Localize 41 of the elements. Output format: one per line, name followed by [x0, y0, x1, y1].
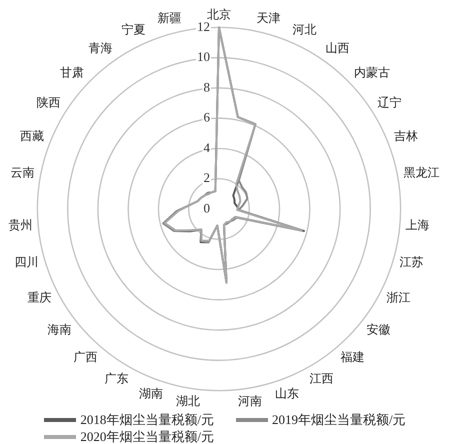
y-tick-label: 4 — [204, 140, 210, 155]
spoke-label: 河北 — [292, 22, 317, 36]
spoke-label: 天津 — [256, 11, 281, 26]
spoke-label: 湖南 — [139, 386, 164, 400]
spoke-label: 新疆 — [157, 11, 182, 26]
spoke-label: 广东 — [104, 372, 128, 386]
spoke-label: 上海 — [405, 218, 430, 232]
spoke-label: 陕西 — [36, 95, 61, 110]
legend-label: 2020年烟尘当量税额/元 — [80, 429, 214, 444]
spoke-label: 重庆 — [27, 290, 52, 305]
spoke-label: 北京 — [207, 7, 231, 22]
spoke-label: 四川 — [14, 255, 38, 270]
y-tick-label: 0 — [204, 200, 210, 216]
spoke-label: 浙江 — [386, 290, 411, 305]
spoke-label: 内蒙古 — [354, 65, 390, 80]
spoke-label: 江西 — [310, 372, 334, 386]
spoke-label: 黑龙江 — [403, 166, 440, 180]
y-tick-label: 8 — [204, 79, 210, 94]
spoke-label: 吉林 — [394, 129, 418, 144]
y-tick-label: 10 — [197, 49, 210, 64]
spoke-label: 山东 — [274, 386, 299, 400]
spoke-label: 甘肃 — [60, 65, 84, 80]
y-tick-label: 6 — [204, 110, 210, 125]
spoke-label: 西藏 — [20, 129, 44, 144]
spoke-label: 广西 — [73, 350, 98, 364]
y-tick-label: 12 — [197, 18, 210, 34]
legend-label: 2019年烟尘当量税额/元 — [272, 412, 406, 428]
legend-label: 2018年烟尘当量税额/元 — [80, 412, 214, 428]
spoke-label: 山西 — [326, 40, 350, 55]
spoke-label: 福建 — [340, 350, 365, 364]
spoke-label: 云南 — [10, 166, 35, 180]
spoke-label: 江苏 — [400, 255, 424, 270]
spoke-label: 海南 — [47, 322, 72, 337]
y-tick-label: 2 — [204, 170, 210, 186]
spoke-label: 辽宁 — [377, 95, 402, 110]
spoke-label: 安徽 — [366, 322, 391, 337]
spoke-label: 湖北 — [176, 394, 200, 408]
spoke-label: 青海 — [88, 40, 112, 55]
spoke-label: 宁夏 — [121, 22, 146, 36]
spoke-label: 贵州 — [8, 218, 33, 232]
spoke-label: 河南 — [238, 394, 262, 408]
